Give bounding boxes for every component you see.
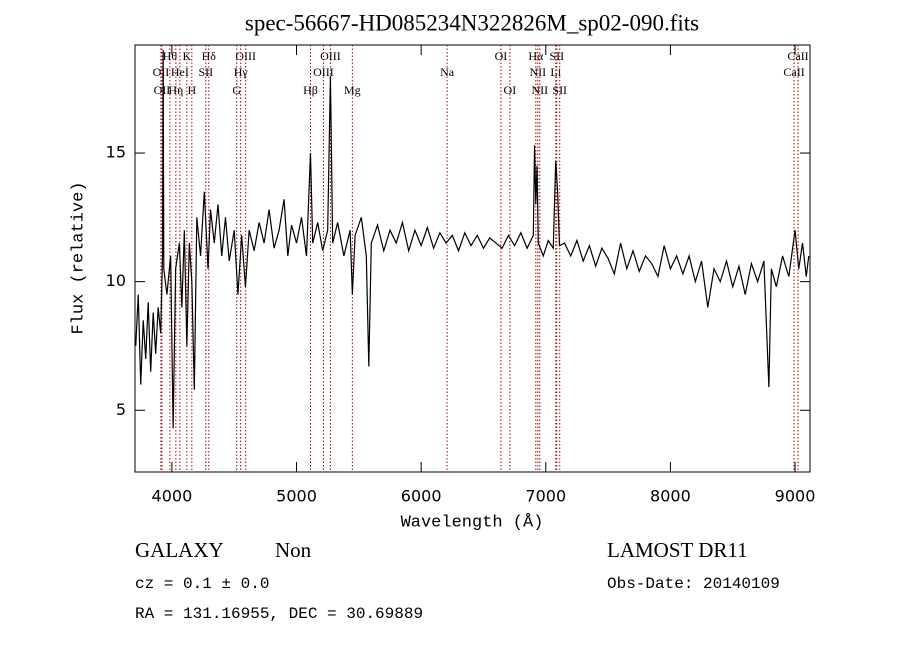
annotation: GALAXY [135, 538, 224, 562]
x-tick-label: 5000 [276, 487, 317, 506]
spectral-line-label: H [187, 83, 196, 97]
x-tick-label: 8000 [650, 487, 691, 506]
annotation: Obs-Date: 20140109 [607, 575, 780, 593]
y-tick-label: 5 [116, 400, 126, 419]
spectral-line-label: K [183, 49, 192, 63]
annotation: Non [275, 538, 312, 562]
spectral-line-label: OIII [235, 49, 256, 63]
spectral-line-label: Hα [528, 49, 544, 63]
y-tick-label: 15 [106, 143, 126, 162]
spectral-line-label: Hγ [234, 65, 249, 79]
spectral-line-label: OI [495, 49, 508, 63]
spectral-line-label: NII [529, 65, 546, 79]
spectral-line-label: SII [198, 65, 213, 79]
spectral-line-label: Hδ [202, 49, 217, 63]
spectral-line-label: NII [531, 83, 548, 97]
spectral-line-label: SII [552, 83, 567, 97]
x-tick-label: 7000 [525, 487, 566, 506]
plot-frame [134, 44, 811, 473]
y-axis-label: Flux (relative) [69, 181, 88, 334]
spectral-line-label: SII [549, 49, 564, 63]
x-tick-label: 6000 [401, 487, 442, 506]
spectral-line-label: Li [550, 65, 561, 79]
spectral-line-label: CaII [783, 65, 804, 79]
spectral-line-label: G [232, 83, 241, 97]
chart-title: spec-56667-HD085234N322826M_sp02-090.fit… [245, 10, 699, 35]
spectral-line-label: OIII [313, 65, 334, 79]
spectral-line-label: OII [154, 83, 171, 97]
spectral-line-label: Mg [344, 83, 361, 97]
spectral-line-label: OII [153, 65, 170, 79]
annotation: cz = 0.1 ± 0.0 [135, 575, 269, 593]
annotation: RA = 131.16955, DEC = 30.69889 [135, 605, 423, 623]
spectral-line-label: Hβ [303, 83, 318, 97]
spectral-line-label: Hθ [163, 49, 178, 63]
x-tick-label: 9000 [775, 487, 816, 506]
x-axis-label: Wavelength (Å) [401, 513, 544, 532]
spectral-line-label: Hη [168, 83, 183, 97]
y-tick-label: 10 [106, 271, 126, 290]
spectral-line-label: CaII [787, 49, 808, 63]
x-tick-label: 4000 [152, 487, 193, 506]
spectral-line-label: OI [504, 83, 517, 97]
spectrum-line [135, 50, 810, 429]
spectral-line-label: HeI [171, 65, 189, 79]
annotation: LAMOST DR11 [607, 538, 748, 562]
spectral-line-label: OIII [320, 49, 341, 63]
spectral-line-label: Na [440, 65, 455, 79]
